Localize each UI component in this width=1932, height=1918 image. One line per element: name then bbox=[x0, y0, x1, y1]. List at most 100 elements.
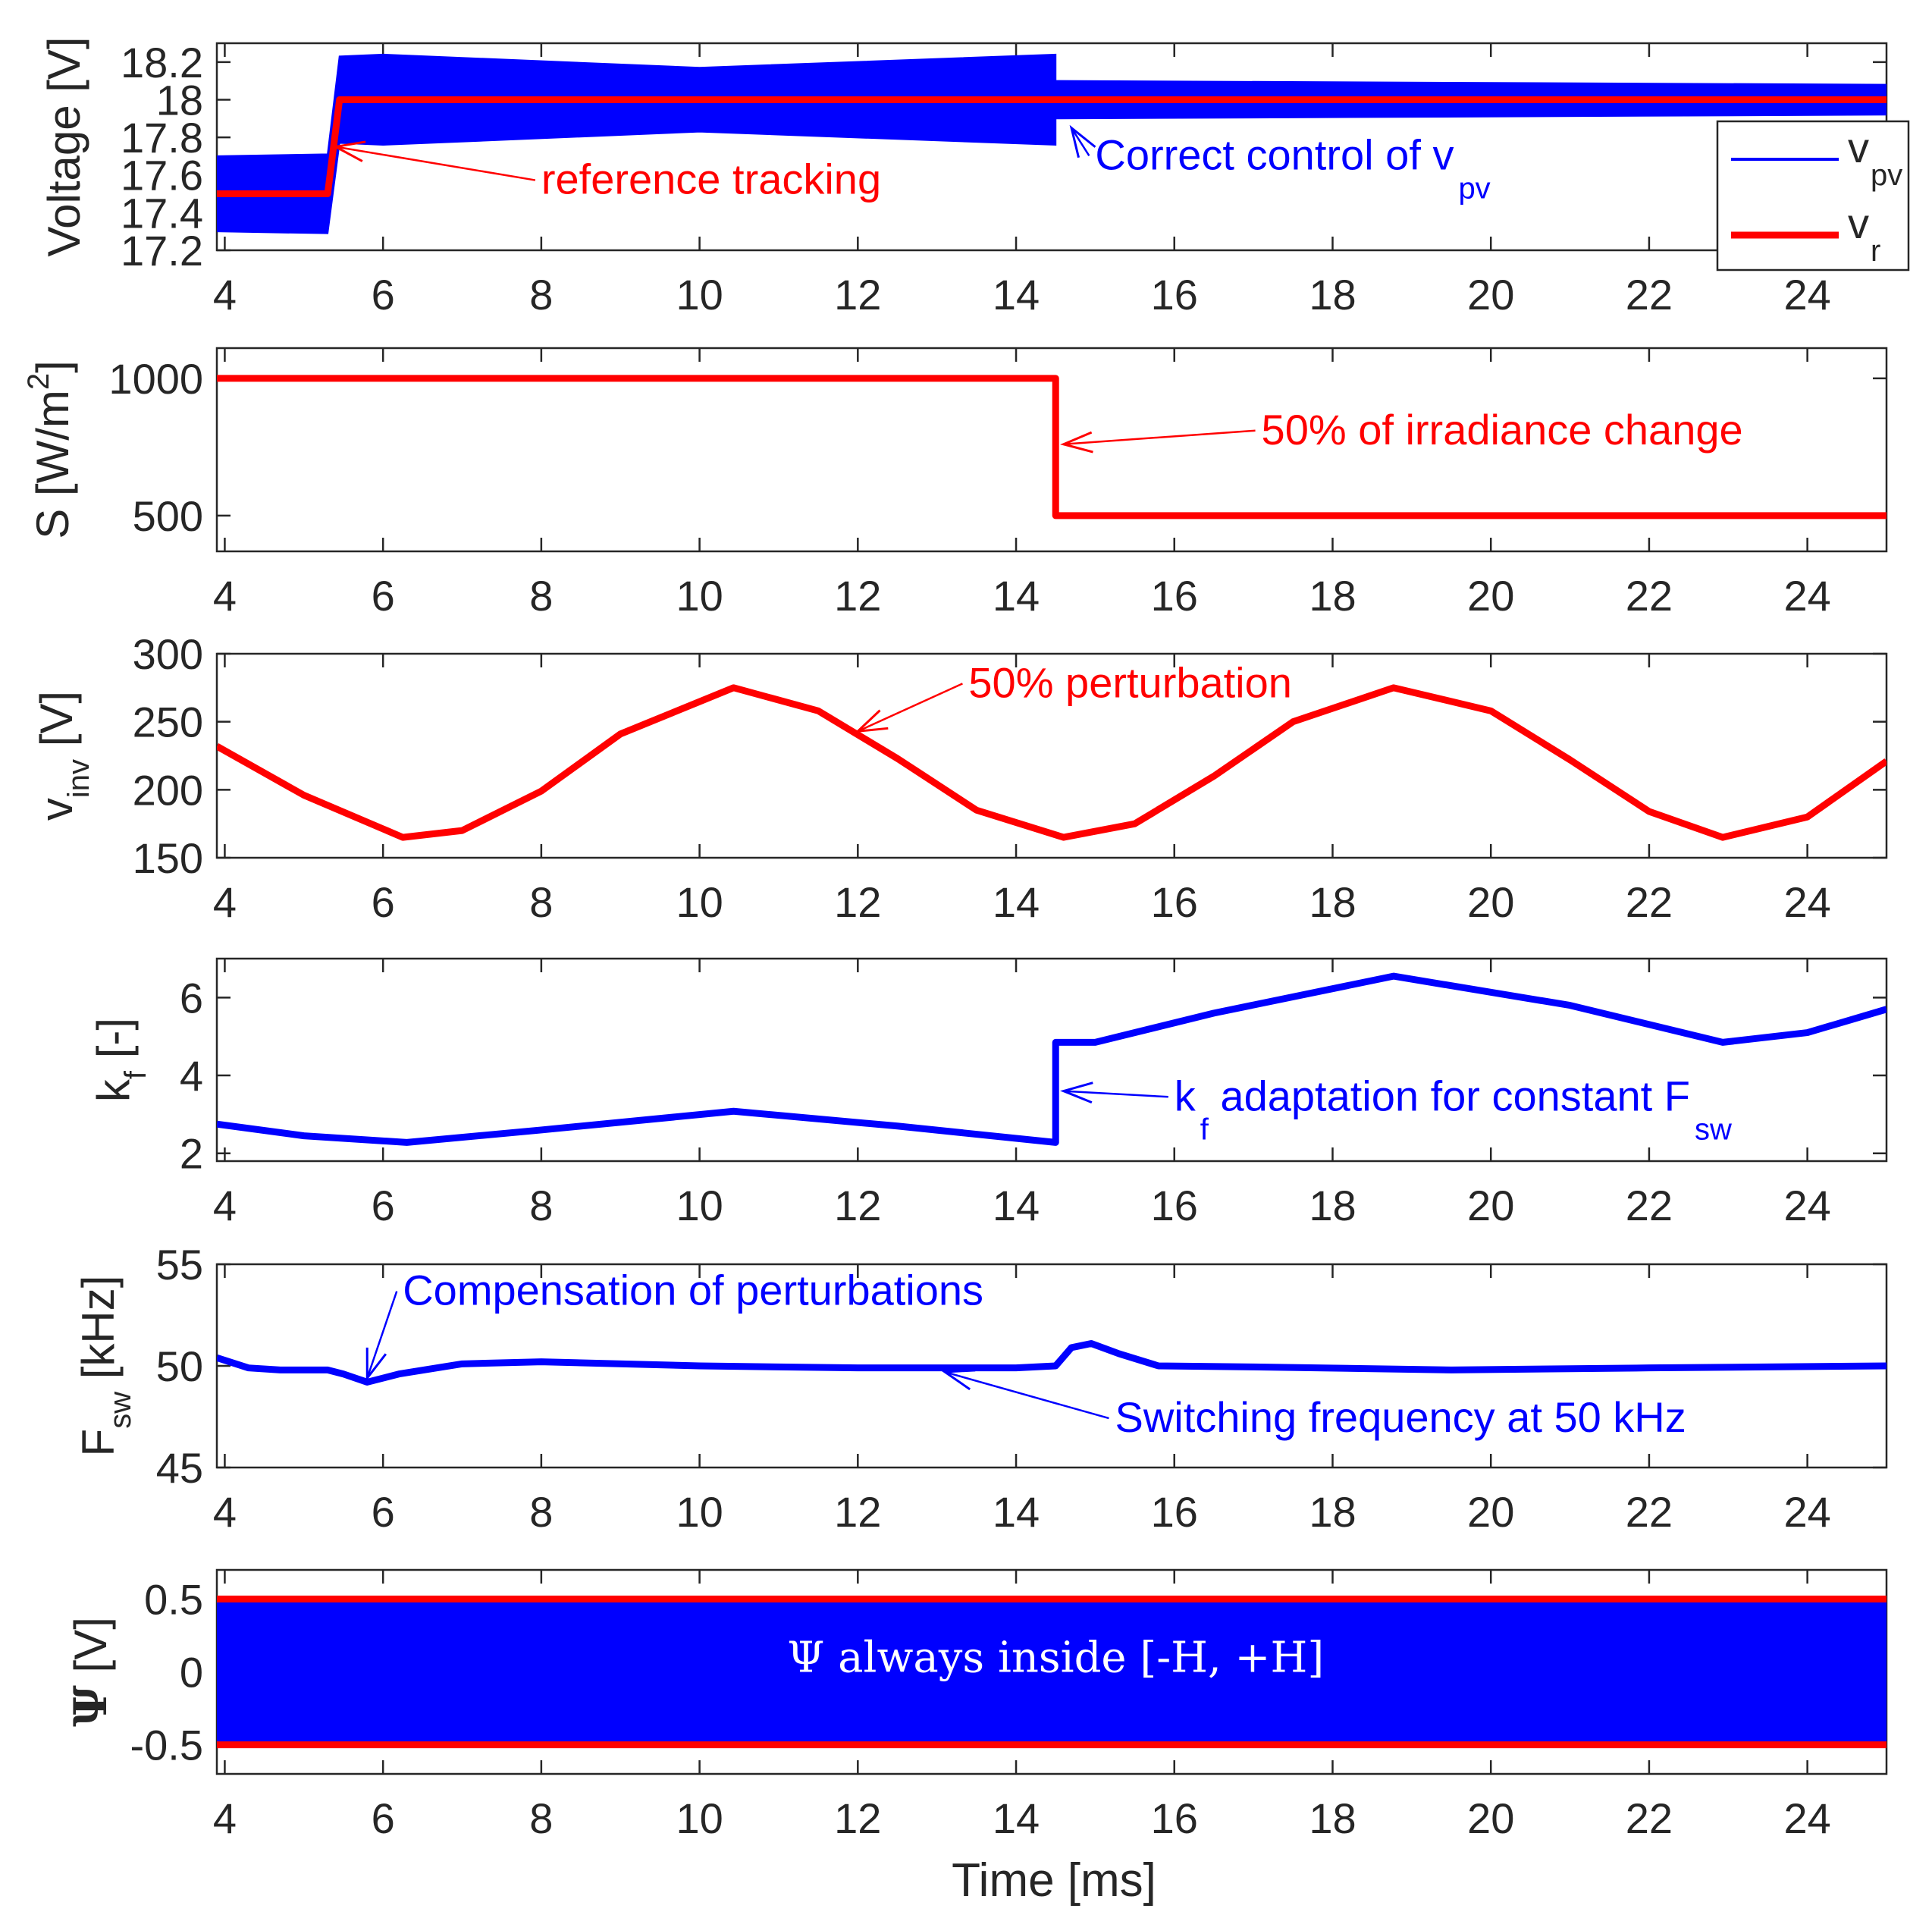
series-band-psi bbox=[217, 1599, 1887, 1745]
y-tick-label: 55 bbox=[156, 1241, 203, 1289]
x-tick-label: 24 bbox=[1783, 878, 1830, 926]
x-tick-label: 24 bbox=[1783, 1794, 1830, 1842]
x-tick-label: 8 bbox=[529, 271, 553, 319]
annotation-arrow-head bbox=[1060, 431, 1093, 454]
annotation-arrow-head bbox=[1060, 1081, 1093, 1104]
x-tick-label: 22 bbox=[1626, 572, 1673, 620]
x-tick-label: 14 bbox=[993, 1488, 1040, 1536]
x-tick-label: 22 bbox=[1626, 878, 1673, 926]
annotation-irradiance-change: 50% of irradiance change bbox=[1060, 406, 1743, 454]
x-tick-label: 8 bbox=[529, 572, 553, 620]
y-axis-label: Voltage [V] bbox=[39, 36, 89, 256]
annotation-arrow-head bbox=[331, 140, 366, 162]
y-tick-label: 200 bbox=[133, 766, 203, 814]
annotation-arrow-head bbox=[1069, 124, 1096, 159]
x-tick-label: 22 bbox=[1626, 1488, 1673, 1536]
y-tick-label: 1000 bbox=[108, 355, 203, 403]
x-tick-label: 12 bbox=[834, 1488, 881, 1536]
x-tick-label: 4 bbox=[213, 1794, 237, 1842]
annotation-arrow-line bbox=[857, 683, 963, 733]
x-tick-label: 14 bbox=[993, 878, 1040, 926]
x-tick-label: 14 bbox=[993, 271, 1040, 319]
annotation-text: Correct control of vpv bbox=[1095, 130, 1490, 205]
chart-psi: 4 6 8 10 12 14 16 18 20 22 24 -0.5 0 0.5 Ψ [V] Ψ always… bbox=[64, 1568, 1888, 1842]
x-tick-label: 12 bbox=[834, 1182, 881, 1229]
x-tick-label: 24 bbox=[1783, 271, 1830, 319]
y-tick-label: 300 bbox=[133, 630, 203, 678]
series-group bbox=[217, 375, 1887, 520]
x-tick-label: 8 bbox=[529, 878, 553, 926]
annotation-psi-inside: Ψ always inside [-H, +H] bbox=[787, 1634, 1324, 1683]
x-tick-label: 6 bbox=[372, 1182, 395, 1229]
x-tick-label: 4 bbox=[213, 572, 237, 620]
annotation-correct-control: Correct control of vpv bbox=[1069, 124, 1491, 205]
annotation-reference-tracking: reference tracking bbox=[331, 140, 881, 203]
annotation-arrow-line bbox=[1071, 127, 1090, 156]
annotation-kf-adaptation: kf adaptation for constant Fsw bbox=[1060, 1072, 1732, 1146]
plots: 4 6 8 10 12 14 16 18 20 22 2417.217.417.617.81818.… bbox=[22, 36, 1910, 1842]
x-tick-label: 16 bbox=[1151, 1182, 1198, 1229]
x-tick-label: 20 bbox=[1467, 1488, 1514, 1536]
x-tick-label: 18 bbox=[1309, 572, 1356, 620]
x-tick-label: 24 bbox=[1783, 572, 1830, 620]
x-tick-label: 4 bbox=[213, 878, 237, 926]
y-tick-label: 50 bbox=[156, 1342, 203, 1390]
y-tick-label: 4 bbox=[180, 1052, 203, 1100]
annotation-text: 50% perturbation bbox=[968, 658, 1292, 706]
x-tick-label: 18 bbox=[1309, 1182, 1356, 1229]
axes-box bbox=[215, 652, 1888, 859]
x-tick-label: 4 bbox=[213, 1182, 237, 1229]
x-tick-label: 24 bbox=[1783, 1488, 1830, 1536]
y-tick-label: 17.6 bbox=[121, 152, 203, 199]
x-tick-label: 12 bbox=[834, 271, 881, 319]
x-tick-label: 12 bbox=[834, 572, 881, 620]
x-tick-label: 6 bbox=[372, 1794, 395, 1842]
y-tick-label: 17.8 bbox=[121, 114, 203, 162]
x-tick-label: 18 bbox=[1309, 1794, 1356, 1842]
x-tick-label: 8 bbox=[529, 1488, 553, 1536]
annotation-arrow-line bbox=[1063, 1090, 1168, 1098]
chart-irradiance: 4 6 8 10 12 14 16 18 20 22 24 500 1000 S [W/m2] 50% of… bbox=[22, 347, 1888, 620]
annotation-arrow-head bbox=[941, 1369, 976, 1391]
x-tick-label: 16 bbox=[1151, 271, 1198, 319]
x-tick-label: 6 bbox=[372, 1488, 395, 1536]
legend-label-vr: vr bbox=[1848, 199, 1880, 268]
x-tick-label: 22 bbox=[1626, 1794, 1673, 1842]
y-tick-label: 17.4 bbox=[121, 189, 203, 237]
annotation-text: Ψ always inside [-H, +H] bbox=[787, 1634, 1324, 1683]
x-tick-label: 20 bbox=[1467, 1794, 1514, 1842]
annotation-text: Compensation of perturbations bbox=[403, 1267, 983, 1314]
y-tick-label: 6 bbox=[180, 974, 203, 1022]
chart-voltage: 4 6 8 10 12 14 16 18 20 22 2417.217.417.617.81818.… bbox=[39, 36, 1910, 319]
annotation-arrow-line bbox=[1063, 429, 1256, 446]
series-group bbox=[217, 1340, 1887, 1386]
x-tick-label: 10 bbox=[676, 1488, 723, 1536]
y-tick-label: -0.5 bbox=[130, 1722, 204, 1769]
y-tick-label: 18.2 bbox=[121, 39, 203, 86]
x-tick-label: 18 bbox=[1309, 1488, 1356, 1536]
x-tick-label: 8 bbox=[529, 1182, 553, 1229]
x-tick-label: 22 bbox=[1626, 271, 1673, 319]
legend: vpv vr bbox=[1716, 120, 1910, 272]
x-tick-label: 8 bbox=[529, 1794, 553, 1842]
x-tick-label: 20 bbox=[1467, 572, 1514, 620]
series-group bbox=[217, 684, 1887, 841]
x-tick-label: 4 bbox=[213, 1488, 237, 1536]
annotation-arrow-line bbox=[366, 1291, 398, 1379]
y-axis-label: kf [-] bbox=[88, 1018, 152, 1102]
series-group bbox=[217, 972, 1887, 1146]
x-tick-label: 20 bbox=[1467, 271, 1514, 319]
x-tick-label: 4 bbox=[213, 271, 237, 319]
x-tick-label: 6 bbox=[372, 271, 395, 319]
y-axis-label: S [W/m2] bbox=[22, 360, 78, 539]
annotation-arrow-line bbox=[335, 146, 536, 181]
annotation-text: reference tracking bbox=[541, 155, 881, 203]
y-tick-label: 0.5 bbox=[144, 1575, 203, 1623]
x-tick-label: 16 bbox=[1151, 572, 1198, 620]
x-tick-label: 12 bbox=[834, 1794, 881, 1842]
series-vinv bbox=[217, 684, 1887, 841]
y-tick-label: 150 bbox=[133, 834, 203, 882]
y-axis-label: vinv [V] bbox=[31, 691, 96, 821]
x-tick-label: 6 bbox=[372, 572, 395, 620]
